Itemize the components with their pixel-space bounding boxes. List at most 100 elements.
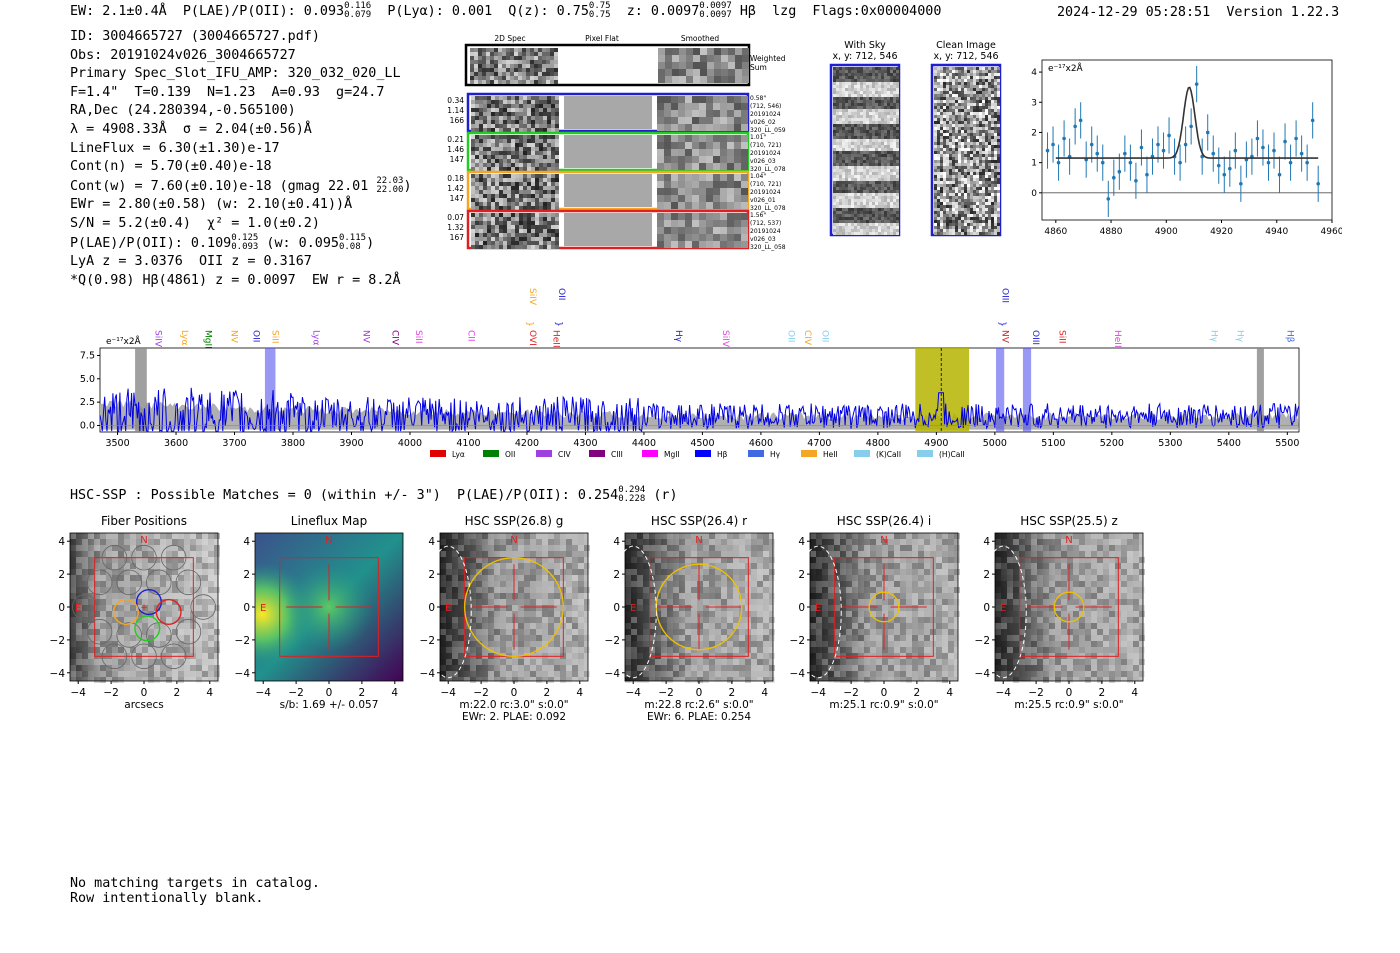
pixel [964, 196, 967, 199]
pixel [476, 563, 482, 569]
pixel [506, 80, 510, 84]
pixel [842, 142, 845, 145]
pixel [866, 187, 869, 190]
plae-value: P(LAE)/P(OII): 0.093 [182, 4, 345, 19]
z-range: 0.0097 0.0097 [699, 1, 732, 20]
pixel [937, 163, 940, 166]
pixel [940, 142, 943, 145]
pixel [893, 115, 896, 118]
pixel [502, 56, 506, 60]
pixel [842, 133, 845, 136]
pixel [893, 139, 896, 142]
pixel [94, 539, 100, 545]
pixel [547, 155, 551, 159]
pixel [982, 172, 985, 175]
pixel [860, 181, 863, 184]
pixel [535, 135, 539, 139]
pixel [720, 110, 727, 117]
pixel [499, 213, 503, 217]
pixel [854, 100, 857, 103]
pixel [555, 124, 559, 128]
pixel [949, 106, 952, 109]
pixel [136, 563, 142, 569]
pixel [964, 163, 967, 166]
pixel [884, 73, 887, 76]
pixel [479, 147, 483, 151]
version: Version 1.22.3 [1226, 5, 1340, 20]
pixel [479, 202, 483, 206]
pixel [991, 151, 994, 154]
pixel [720, 124, 727, 131]
pixel [967, 82, 970, 85]
pixel [511, 163, 515, 167]
pixel [88, 671, 94, 677]
pixel [982, 106, 985, 109]
pixel [836, 136, 839, 139]
pixel [851, 160, 854, 163]
pixel [202, 557, 208, 563]
panel-caption: arcsecs [124, 699, 163, 711]
pixel [70, 593, 76, 599]
pixel [154, 593, 160, 599]
pixel [958, 73, 961, 76]
pixel [982, 73, 985, 76]
pixel [531, 190, 535, 194]
pixel [487, 202, 491, 206]
pixel [196, 545, 202, 551]
pixel [869, 100, 872, 103]
pixel [863, 121, 866, 124]
pixel [988, 157, 991, 160]
pixel [700, 62, 707, 69]
pixel [845, 196, 848, 199]
pixel [214, 563, 220, 569]
fiber-circle [86, 618, 113, 645]
pixel [973, 85, 976, 88]
pixel [699, 103, 706, 110]
pixel [851, 79, 854, 82]
pixel [979, 145, 982, 148]
pixel [970, 133, 973, 136]
pixel [937, 145, 940, 148]
pixel [503, 116, 507, 120]
pixel [970, 181, 973, 184]
pixel [937, 226, 940, 229]
pixel [511, 229, 515, 233]
pixel [483, 178, 487, 182]
pixel [721, 76, 728, 83]
pixel [955, 91, 958, 94]
pixel [994, 133, 997, 136]
pixel [112, 599, 118, 605]
pixel [727, 195, 734, 202]
pixel [860, 142, 863, 145]
pixel [160, 533, 166, 539]
pixel [934, 100, 937, 103]
pixel [471, 147, 475, 151]
pixel [671, 96, 678, 103]
pixel [940, 151, 943, 154]
pixel [487, 221, 491, 225]
pixel [531, 120, 535, 124]
pixel [184, 569, 190, 575]
pixel [208, 575, 214, 581]
emission-band [996, 348, 1005, 432]
pixel [946, 157, 949, 160]
pixel [991, 184, 994, 187]
pixel [76, 563, 82, 569]
pixel [510, 60, 514, 64]
data-point [1239, 181, 1243, 186]
pixel [214, 635, 220, 641]
pixel [172, 623, 178, 629]
pixel [955, 190, 958, 193]
pixel [851, 205, 854, 208]
pixel [506, 539, 512, 545]
pixel [664, 202, 671, 209]
pixel [955, 229, 958, 232]
timestamp: 2024-12-29 05:28:51 [1057, 5, 1211, 20]
fiber-circle [86, 569, 113, 596]
pixel [833, 184, 836, 187]
pixel [955, 73, 958, 76]
pixel [988, 190, 991, 193]
pixel [547, 143, 551, 147]
pixel [875, 79, 878, 82]
pixel [946, 79, 949, 82]
